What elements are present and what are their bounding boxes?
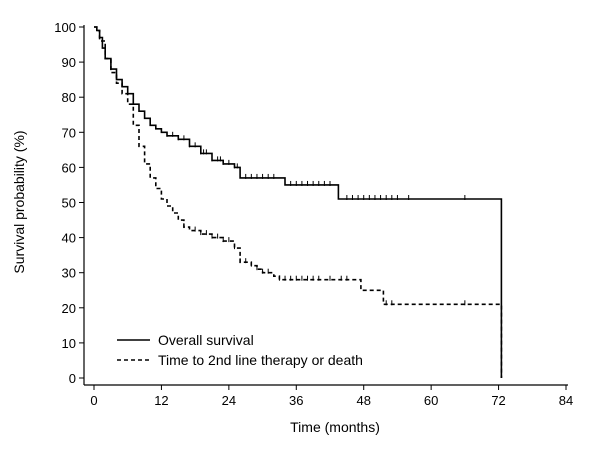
x-axis-label: Time (months) [290, 419, 380, 435]
x-tick-label-48: 48 [356, 393, 370, 408]
curves [94, 26, 503, 378]
x-tick-label-12: 12 [154, 393, 168, 408]
y-tick-label-80: 80 [62, 90, 76, 105]
legend-label-overall-survival: Overall survival [158, 332, 254, 348]
y-tick-label-30: 30 [62, 266, 76, 281]
y-tick-label-20: 20 [62, 301, 76, 316]
tick-labels: 0 10 20 30 40 50 60 70 80 90 100 0 12 24 36 48 60 72 84 [54, 20, 573, 408]
legend-label-time-to-2nd-line: Time to 2nd line therapy or death [158, 352, 363, 368]
y-tick-label-40: 40 [62, 231, 76, 246]
y-tick-label-60: 60 [62, 160, 76, 175]
time-to-2nd-line-curve [94, 26, 503, 378]
y-tick-label-100: 100 [54, 20, 76, 35]
axes [79, 25, 568, 390]
x-tick-label-24: 24 [222, 393, 236, 408]
y-tick-label-10: 10 [62, 336, 76, 351]
overall-survival-curve [94, 26, 503, 378]
x-tick-label-72: 72 [491, 393, 505, 408]
legend: Overall survival Time to 2nd line therap… [117, 332, 363, 368]
x-tick-label-84: 84 [559, 393, 573, 408]
y-tick-label-70: 70 [62, 125, 76, 140]
x-tick-label-60: 60 [424, 393, 438, 408]
x-tick-label-36: 36 [289, 393, 303, 408]
y-tick-label-0: 0 [69, 371, 76, 386]
y-tick-label-50: 50 [62, 196, 76, 211]
y-tick-label-90: 90 [62, 55, 76, 70]
x-tick-label-0: 0 [90, 393, 97, 408]
y-axis-label: Survival probability (%) [11, 130, 27, 273]
